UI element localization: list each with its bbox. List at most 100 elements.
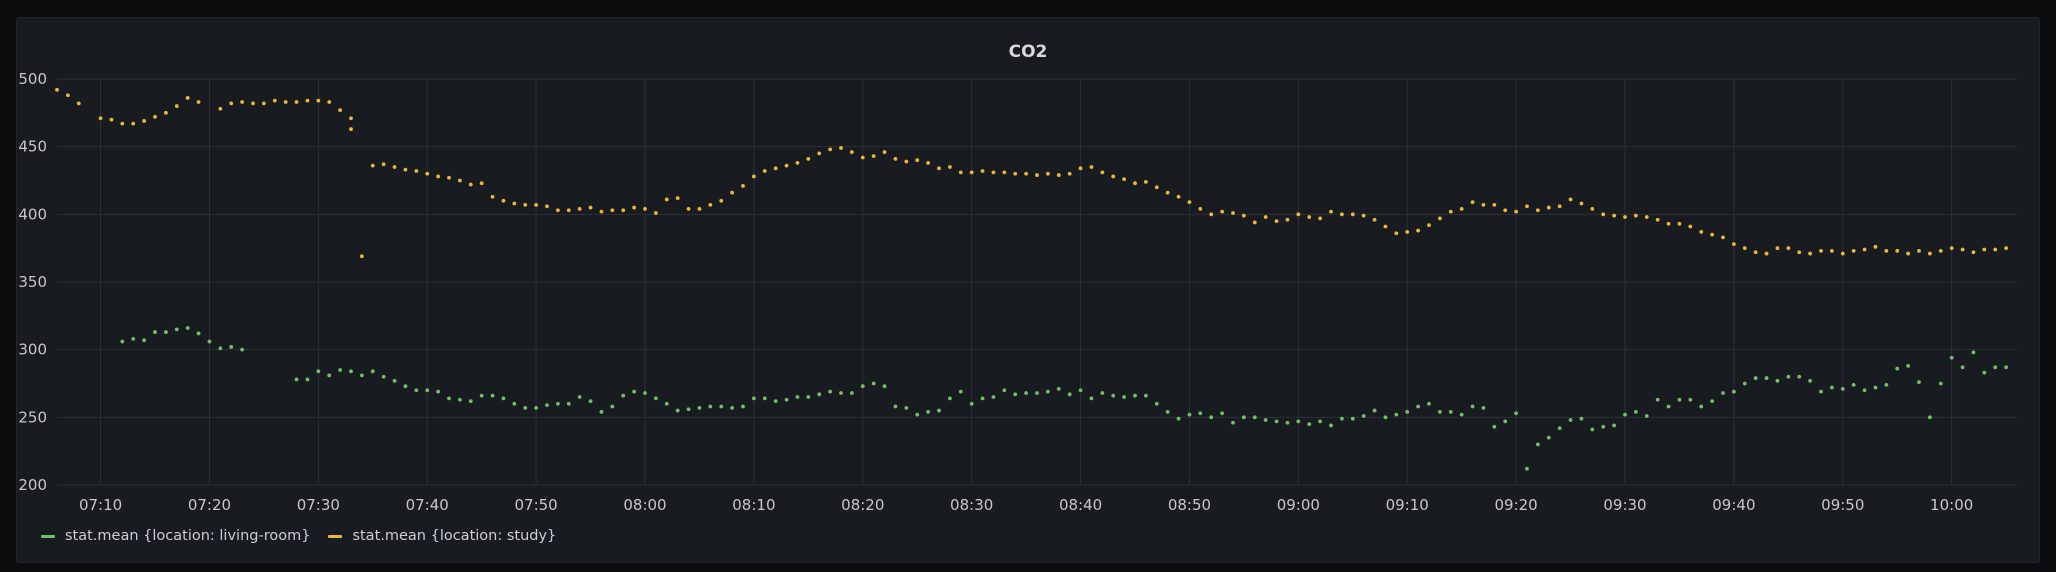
data-point[interactable]: [751, 174, 756, 179]
data-point[interactable]: [534, 405, 539, 410]
data-point[interactable]: [468, 182, 473, 187]
data-point[interactable]: [937, 408, 941, 413]
data-point[interactable]: [1819, 248, 1823, 253]
data-point[interactable]: [686, 207, 691, 211]
data-point[interactable]: [1579, 416, 1584, 421]
data-point[interactable]: [915, 412, 920, 417]
data-point[interactable]: [479, 393, 484, 398]
data-point[interactable]: [730, 405, 735, 410]
data-point[interactable]: [1405, 230, 1410, 234]
data-point[interactable]: [599, 209, 604, 214]
data-point[interactable]: [1721, 391, 1725, 395]
data-point[interactable]: [1056, 387, 1061, 391]
data-point[interactable]: [65, 93, 70, 98]
data-point[interactable]: [1960, 247, 1965, 252]
data-point[interactable]: [153, 330, 157, 334]
data-point[interactable]: [1503, 208, 1508, 213]
data-point[interactable]: [1056, 173, 1061, 177]
data-point[interactable]: [1535, 442, 1540, 447]
data-point[interactable]: [1176, 194, 1181, 199]
data-point[interactable]: [218, 106, 223, 111]
data-point[interactable]: [392, 378, 397, 383]
data-point[interactable]: [686, 407, 691, 412]
data-point[interactable]: [1013, 171, 1018, 176]
data-point[interactable]: [1601, 424, 1606, 429]
data-point[interactable]: [1100, 170, 1105, 175]
data-point[interactable]: [1035, 173, 1039, 177]
data-point[interactable]: [882, 150, 887, 154]
data-point[interactable]: [1938, 381, 1943, 386]
data-point[interactable]: [1437, 216, 1442, 221]
data-point[interactable]: [174, 104, 179, 108]
data-point[interactable]: [425, 388, 430, 393]
data-point[interactable]: [1829, 248, 1834, 253]
data-point[interactable]: [871, 154, 876, 159]
data-point[interactable]: [1808, 378, 1813, 383]
data-point[interactable]: [860, 384, 865, 389]
data-point[interactable]: [1797, 250, 1802, 255]
data-point[interactable]: [479, 181, 484, 186]
data-point[interactable]: [643, 391, 647, 395]
data-point[interactable]: [1350, 416, 1355, 421]
data-point[interactable]: [414, 169, 419, 173]
data-point[interactable]: [741, 404, 745, 409]
data-point[interactable]: [1710, 399, 1715, 403]
data-point[interactable]: [1143, 393, 1148, 398]
data-point[interactable]: [1612, 213, 1617, 218]
data-point[interactable]: [1241, 213, 1246, 218]
data-point[interactable]: [1764, 251, 1769, 256]
data-point[interactable]: [1459, 412, 1464, 417]
data-point[interactable]: [1546, 435, 1551, 440]
data-point[interactable]: [1590, 427, 1595, 432]
data-point[interactable]: [381, 374, 386, 379]
data-point[interactable]: [523, 202, 528, 207]
data-point[interactable]: [1851, 382, 1856, 387]
data-point[interactable]: [806, 395, 811, 399]
data-point[interactable]: [773, 166, 778, 171]
data-point[interactable]: [795, 161, 800, 165]
data-point[interactable]: [1122, 177, 1127, 182]
data-point[interactable]: [893, 156, 898, 161]
data-point[interactable]: [163, 330, 168, 334]
data-point[interactable]: [1470, 200, 1475, 205]
data-point[interactable]: [1927, 415, 1932, 420]
data-point[interactable]: [229, 101, 234, 106]
data-point[interactable]: [1753, 250, 1758, 255]
data-point[interactable]: [1862, 388, 1867, 393]
data-point[interactable]: [1906, 251, 1911, 256]
data-point[interactable]: [1971, 250, 1976, 255]
data-point[interactable]: [1884, 382, 1889, 387]
data-point[interactable]: [338, 368, 343, 372]
data-point[interactable]: [1612, 423, 1617, 428]
data-point[interactable]: [1198, 207, 1203, 211]
data-point[interactable]: [534, 202, 539, 207]
data-point[interactable]: [142, 119, 147, 123]
data-point[interactable]: [447, 396, 451, 401]
data-point[interactable]: [719, 404, 724, 409]
data-point[interactable]: [457, 397, 462, 402]
data-point[interactable]: [1263, 215, 1268, 219]
data-point[interactable]: [196, 331, 201, 336]
data-point[interactable]: [1535, 208, 1540, 213]
data-point[interactable]: [370, 163, 375, 168]
data-point[interactable]: [1960, 365, 1965, 370]
data-point[interactable]: [947, 165, 952, 169]
data-point[interactable]: [1590, 207, 1595, 211]
data-point[interactable]: [610, 404, 615, 409]
data-point[interactable]: [1829, 385, 1834, 390]
data-point[interactable]: [675, 408, 680, 413]
data-point[interactable]: [806, 156, 811, 161]
data-point[interactable]: [1764, 376, 1769, 380]
data-point[interactable]: [109, 117, 114, 122]
data-point[interactable]: [1655, 217, 1660, 222]
data-point[interactable]: [621, 393, 626, 398]
data-point[interactable]: [1078, 388, 1083, 393]
data-point[interactable]: [1405, 410, 1410, 414]
data-point[interactable]: [283, 100, 288, 104]
data-point[interactable]: [566, 208, 571, 213]
data-point[interactable]: [1231, 211, 1235, 215]
data-point[interactable]: [1906, 364, 1911, 368]
data-point[interactable]: [316, 369, 321, 374]
data-point[interactable]: [817, 151, 822, 156]
data-point[interactable]: [1731, 242, 1736, 247]
